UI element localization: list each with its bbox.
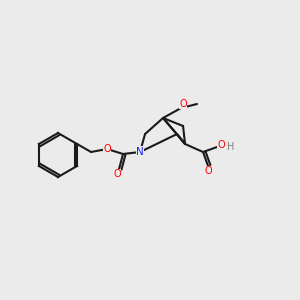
Text: O: O bbox=[179, 99, 187, 109]
Text: N: N bbox=[136, 147, 144, 157]
Text: O: O bbox=[217, 140, 225, 150]
Text: O: O bbox=[113, 169, 121, 179]
Text: H: H bbox=[227, 142, 235, 152]
Text: O: O bbox=[204, 166, 212, 176]
Text: O: O bbox=[103, 144, 111, 154]
